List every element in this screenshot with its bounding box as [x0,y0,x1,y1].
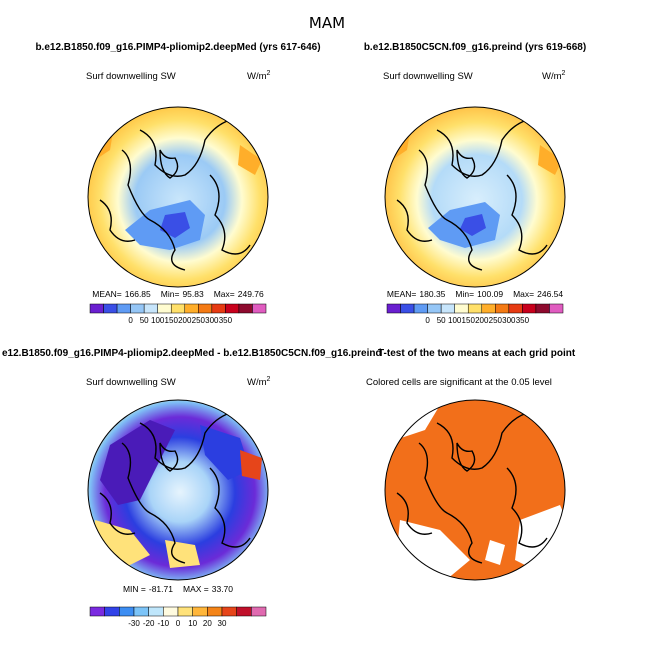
colorbar-swatch [508,303,523,314]
colorbar-swatch [104,606,120,617]
panel-2-map [385,107,565,287]
panel-3-map-boundary [87,399,269,581]
colorbar-swatch [495,303,510,314]
colorbar-swatch [522,303,537,314]
panel-2-units: W/m2 [542,70,566,82]
panel-4: T-test of the two means at each grid poi… [366,348,576,581]
panel-3-stats: MIN = -81.71 MAX = 33.70 [123,584,233,594]
colorbar-swatch [198,303,213,314]
colorbar-tick-label: -30 [128,619,140,628]
colorbar-swatch [89,606,105,617]
colorbar-swatch [400,303,415,314]
panel-1-coastlines [99,119,251,271]
colorbar-swatch [440,303,455,314]
colorbar-tick-label: 300 [502,316,516,325]
colorbar-swatch [89,303,104,314]
panel-3-colorbar: -30 -20 -10 0 10 20 30 [89,606,267,628]
panel-3-strong-negative-region [100,420,175,505]
panel-4-title: T-test of the two means at each grid poi… [378,348,576,359]
colorbar-swatch [207,606,223,617]
colorbar-swatch [427,303,442,314]
colorbar-swatch [184,303,199,314]
panel-2-colorbar: 0 50 100 150 200 250 300 350 [386,303,564,325]
panel-1: b.e12.B1850.f09_g16.PIMP4-pliomip2.deepM… [35,42,320,325]
panel-3-coastlines [99,412,251,564]
colorbar-swatch [103,303,118,314]
colorbar-tick-label: 250 [192,316,206,325]
colorbar-swatch [535,303,550,314]
colorbar-swatch [116,303,131,314]
colorbar-tick-label: 50 [140,316,149,325]
colorbar-swatch [143,303,158,314]
colorbar-swatch [454,303,469,314]
panel-3: e12.B1850.f09_g16.PIMP4-pliomip2.deepMed… [2,348,382,628]
colorbar-swatch [236,606,252,617]
colorbar-tick-label: 100 [448,316,462,325]
colorbar-tick-label: 10 [188,619,197,628]
colorbar-swatch [192,606,208,617]
colorbar-swatch [163,606,179,617]
panel-4-variable: Colored cells are significant at the 0.0… [366,377,552,388]
colorbar-swatch [251,606,267,617]
colorbar-swatch [177,606,193,617]
colorbar-tick-label: 100 [151,316,165,325]
colorbar-swatch [413,303,428,314]
colorbar-tick-label: 0 [176,619,181,628]
colorbar-tick-label: 20 [203,619,212,628]
colorbar-tick-label: 250 [489,316,503,325]
panel-2-title: b.e12.B1850C5CN.f09_g16.preind (yrs 619-… [364,42,586,53]
colorbar-tick-label: 150 [462,316,476,325]
colorbar-swatch [211,303,226,314]
colorbar-swatch [467,303,483,314]
colorbar-swatch [170,303,186,314]
panel-2-coastlines [396,119,548,271]
panel-2: b.e12.B1850C5CN.f09_g16.preind (yrs 619-… [364,42,586,325]
colorbar-swatch [481,303,496,314]
colorbar-swatch [133,606,149,617]
panel-1-title: b.e12.B1850.f09_g16.PIMP4-pliomip2.deepM… [35,42,320,53]
panel-1-stats: MEAN= 166.85 Min= 95.83 Max= 249.76 [92,289,264,299]
colorbar-swatch [549,303,564,314]
panel-2-map-boundary [384,106,566,288]
colorbar-tick-label: -10 [158,619,170,628]
panel-3-variable: Surf downwelling SW [86,377,176,388]
panel-1-variable: Surf downwelling SW [86,71,176,82]
colorbar-tick-label: 0 [425,316,430,325]
colorbar-swatch [148,606,164,617]
colorbar-tick-label: 350 [516,316,530,325]
colorbar-swatch [386,303,401,314]
panel-3-units: W/m2 [247,376,271,388]
colorbar-swatch [130,303,145,314]
panel-1-colorbar: 0 50 100 150 200 250 300 350 [89,303,267,325]
colorbar-tick-label: 350 [219,316,233,325]
panel-3-title: e12.B1850.f09_g16.PIMP4-pliomip2.deepMed… [2,348,382,359]
panel-1-map [88,107,268,287]
colorbar-tick-label: 150 [165,316,179,325]
colorbar-tick-label: 0 [128,316,133,325]
colorbar-swatch [221,606,237,617]
panel-1-map-boundary [87,106,269,288]
colorbar-tick-label: 200 [475,316,489,325]
panel-1-units: W/m2 [247,70,271,82]
colorbar-swatch [157,303,172,314]
panel-3-map [88,400,268,580]
colorbar-swatch [238,303,253,314]
colorbar-tick-label: 50 [437,316,446,325]
colorbar-swatch [252,303,267,314]
colorbar-tick-label: 300 [205,316,219,325]
colorbar-tick-label: 30 [218,619,227,628]
panel-4-map-boundary [384,399,566,581]
colorbar-tick-label: 200 [178,316,192,325]
colorbar-tick-label: -20 [143,619,155,628]
page-title: MAM [309,14,345,32]
colorbar-swatch [225,303,240,314]
colorbar-swatch [119,606,135,617]
panel-4-coastlines [396,412,548,564]
panel-2-stats: MEAN= 180.35 Min= 100.09 Max= 246.54 [387,289,564,299]
panel-2-variable: Surf downwelling SW [383,71,473,82]
